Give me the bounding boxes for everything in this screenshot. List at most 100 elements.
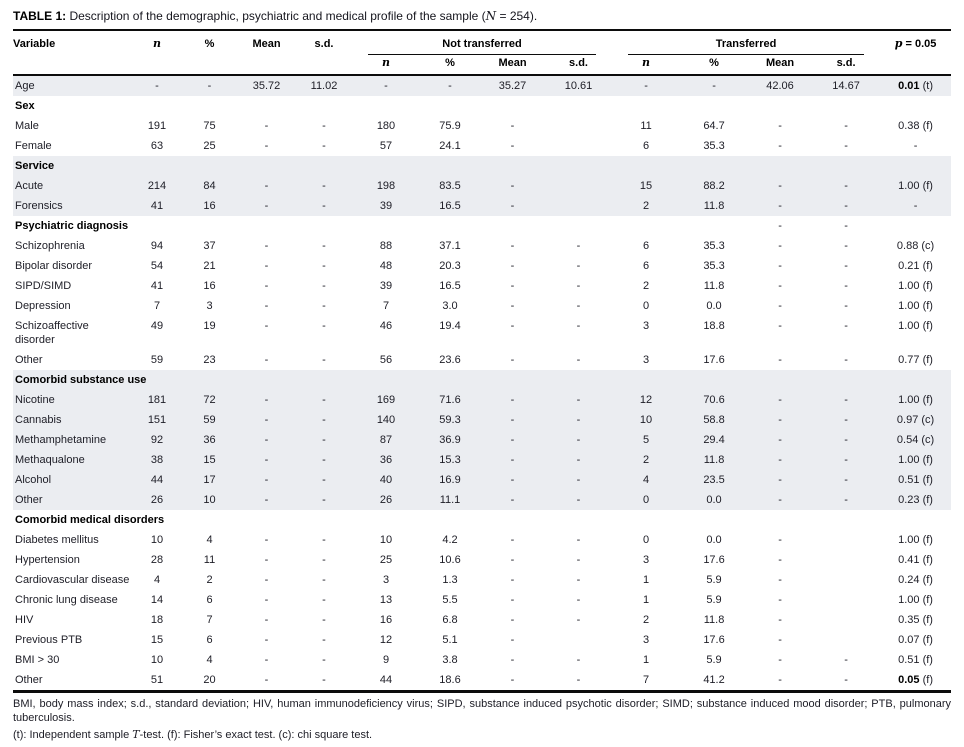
value-cell: 4: [206, 654, 213, 666]
value-cell: 4: [642, 474, 650, 486]
value-cell: [296, 510, 352, 530]
value-cell: 37: [203, 240, 216, 252]
value-cell: 0.0: [706, 494, 722, 506]
p-value-cell: 1.00 (f): [898, 454, 933, 466]
value-cell: 21: [203, 260, 216, 272]
value-cell: -: [712, 80, 716, 92]
col-header-variable: Variable: [13, 38, 56, 50]
table-title-tail: = 254).: [496, 9, 538, 23]
group-header-not-transferred: Not transferred: [352, 30, 612, 55]
value-cell: -: [264, 240, 269, 252]
value-cell: [420, 156, 480, 176]
row-label: Other: [15, 354, 43, 366]
value-cell: -: [264, 634, 269, 646]
value-cell: 59: [150, 354, 164, 366]
value-cell: [296, 156, 352, 176]
value-cell: 11.8: [703, 614, 725, 626]
value-cell: -: [510, 140, 515, 152]
table-row: Male 191 75 - - 180 75.9 - 11 64.7 - - 0.38 (f): [13, 116, 951, 136]
value-cell: [545, 196, 612, 216]
table-row: BMI > 30 10 4 - - 9 3.8 - - 1 5.9 - - 0.51 (f): [13, 650, 951, 670]
value-cell: -: [510, 240, 515, 252]
value-cell: 19: [203, 320, 216, 332]
value-cell: -: [264, 574, 269, 586]
table-row: Hypertension 28 11 - - 25 10.6 - - 3 17.6 - 0.41 (f): [13, 550, 951, 570]
value-cell: [812, 550, 880, 570]
value-cell: 2: [642, 280, 650, 292]
value-cell: 1: [642, 594, 650, 606]
value-cell: -: [510, 614, 515, 626]
value-cell: -: [510, 554, 515, 566]
value-cell: 16: [379, 614, 393, 626]
value-cell: [680, 96, 748, 116]
col-header-sd: s.d.: [314, 38, 334, 50]
value-cell: [182, 510, 237, 530]
value-cell: [182, 96, 237, 116]
value-cell: 10: [379, 534, 393, 546]
value-cell: [812, 610, 880, 630]
value-cell: 64.7: [703, 120, 725, 132]
p-value-cell: 0.21 (f): [898, 260, 933, 272]
value-cell: -: [322, 200, 326, 212]
value-cell: 23.5: [703, 474, 725, 486]
table-title: TABLE 1: Description of the demographic,…: [13, 9, 951, 24]
value-cell: [680, 370, 748, 390]
abbreviations-note: BMI, body mass index; s.d., standard dev…: [13, 698, 951, 724]
section-label: Sex: [15, 100, 35, 112]
value-cell: 6: [206, 594, 213, 606]
value-cell: [545, 216, 612, 236]
value-cell: -: [510, 574, 515, 586]
value-cell: 2: [642, 614, 650, 626]
row-label: Bipolar disorder: [15, 260, 93, 272]
value-cell: -: [322, 554, 326, 566]
value-cell: -: [322, 654, 326, 666]
value-cell: -: [778, 220, 782, 232]
value-cell: -: [576, 654, 581, 666]
value-cell: [612, 510, 680, 530]
value-cell: -: [778, 414, 782, 426]
table-row: Cardiovascular disease 4 2 - - 3 1.3 - - 1 5.9 - 0.2…: [13, 570, 951, 590]
value-cell: -: [322, 260, 326, 272]
value-cell: -: [778, 240, 782, 252]
value-cell: [545, 116, 612, 136]
table-footnotes: BMI, body mass index; s.d., standard dev…: [13, 698, 951, 743]
value-cell: -: [510, 180, 515, 192]
table-row: SIPD/SIMD 41 16 - - 39 16.5 - - 2 11.8 - - 1.00 (f): [13, 276, 951, 296]
value-cell: -: [510, 594, 515, 606]
value-cell: [132, 96, 182, 116]
value-cell: 15: [639, 180, 653, 192]
value-cell: -: [778, 534, 782, 546]
value-cell: -: [844, 320, 848, 332]
p-value-cell: 0.51 (f): [898, 654, 933, 666]
value-cell: -: [322, 534, 326, 546]
value-cell: [132, 216, 182, 236]
value-cell: 24.1: [439, 140, 461, 152]
p-value-cell: [880, 216, 951, 236]
value-cell: 11.8: [703, 200, 725, 212]
value-cell: 23: [203, 354, 216, 366]
row-label: Acute: [15, 180, 44, 192]
value-cell: 51: [150, 674, 164, 686]
value-cell: -: [207, 80, 212, 92]
value-cell: [352, 216, 420, 236]
value-cell: 0: [642, 300, 650, 312]
value-cell: -: [778, 140, 782, 152]
value-cell: [748, 510, 812, 530]
value-cell: [480, 96, 545, 116]
p-value-cell: [880, 96, 951, 116]
value-cell: -: [322, 574, 326, 586]
value-cell: [680, 510, 748, 530]
value-cell: 42.06: [766, 80, 794, 92]
value-cell: 35.3: [703, 140, 725, 152]
value-cell: 38: [150, 454, 164, 466]
value-cell: 3: [642, 554, 650, 566]
value-cell: -: [322, 120, 326, 132]
value-cell: 17.6: [703, 354, 725, 366]
p-value-cell: 0.38 (f): [898, 120, 933, 132]
p-value-cell: 0.01 (t): [898, 80, 933, 92]
p-value-cell: 0.35 (f): [898, 614, 933, 626]
value-cell: 5.1: [442, 634, 458, 646]
value-cell: 39: [379, 200, 393, 212]
row-label: Methamphetamine: [15, 434, 107, 446]
table-title-label: TABLE 1:: [13, 9, 67, 23]
